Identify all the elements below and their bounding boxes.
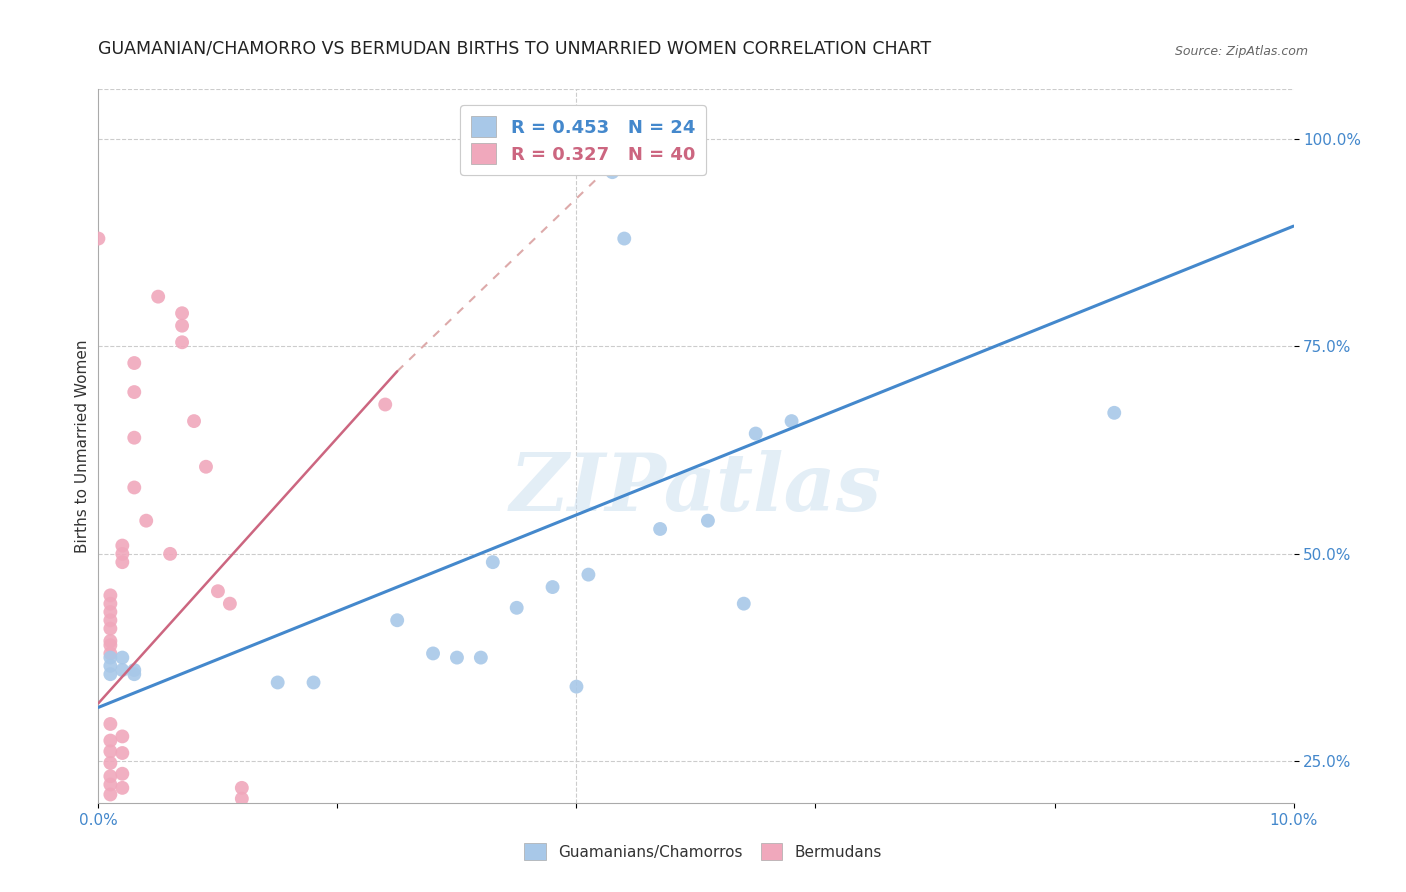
Point [374, 397, 396, 411]
Point [98, 613, 122, 627]
Point [219, 597, 242, 611]
Point [98, 733, 122, 747]
Point [98, 597, 122, 611]
Point [98, 647, 122, 661]
Point [148, 290, 170, 304]
Point [565, 680, 588, 694]
Point [589, 871, 612, 885]
Point [733, 597, 755, 611]
Point [446, 650, 468, 665]
Point [98, 634, 122, 648]
Point [302, 675, 325, 690]
Point [111, 555, 134, 569]
Point [111, 539, 134, 553]
Point [172, 335, 194, 350]
Point [613, 231, 636, 245]
Point [98, 756, 122, 770]
Point [267, 675, 290, 690]
Point [231, 791, 253, 805]
Point [470, 650, 492, 665]
Point [98, 744, 122, 758]
Point [506, 600, 529, 615]
Point [98, 605, 122, 619]
Point [111, 730, 134, 744]
Point [172, 306, 194, 320]
Point [780, 414, 803, 428]
Point [124, 481, 146, 495]
Point [745, 426, 768, 441]
Legend: Guamanians/Chamorros, Bermudans: Guamanians/Chamorros, Bermudans [519, 837, 887, 866]
Point [124, 431, 146, 445]
Point [481, 555, 505, 569]
Text: ZIPatlas: ZIPatlas [510, 450, 882, 527]
Point [111, 780, 134, 795]
Point [124, 667, 146, 681]
Point [98, 717, 122, 731]
Y-axis label: Births to Unmarried Women: Births to Unmarried Women [75, 339, 90, 553]
Point [194, 459, 218, 474]
Point [111, 746, 134, 760]
Point [697, 514, 720, 528]
Point [600, 165, 623, 179]
Point [124, 663, 146, 677]
Point [87, 231, 110, 245]
Point [98, 622, 122, 636]
Point [648, 522, 672, 536]
Point [207, 584, 229, 599]
Point [385, 613, 409, 627]
Point [111, 650, 134, 665]
Point [124, 356, 146, 370]
Point [111, 663, 134, 677]
Point [124, 385, 146, 400]
Text: Source: ZipAtlas.com: Source: ZipAtlas.com [1174, 45, 1308, 58]
Point [172, 318, 194, 333]
Point [98, 788, 122, 802]
Point [98, 638, 122, 652]
Point [98, 588, 122, 602]
Point [159, 547, 181, 561]
Point [98, 667, 122, 681]
Point [578, 567, 600, 582]
Point [183, 414, 205, 428]
Point [98, 778, 122, 792]
Point [231, 780, 253, 795]
Point [111, 766, 134, 780]
Point [111, 547, 134, 561]
Point [98, 650, 122, 665]
Legend: R = 0.453   N = 24, R = 0.327   N = 40: R = 0.453 N = 24, R = 0.327 N = 40 [460, 105, 706, 175]
Point [422, 647, 444, 661]
Point [135, 514, 157, 528]
Point [98, 769, 122, 783]
Point [1104, 406, 1126, 420]
Point [709, 866, 731, 880]
Point [541, 580, 564, 594]
Point [98, 659, 122, 673]
Text: GUAMANIAN/CHAMORRO VS BERMUDAN BIRTHS TO UNMARRIED WOMEN CORRELATION CHART: GUAMANIAN/CHAMORRO VS BERMUDAN BIRTHS TO… [98, 40, 932, 58]
